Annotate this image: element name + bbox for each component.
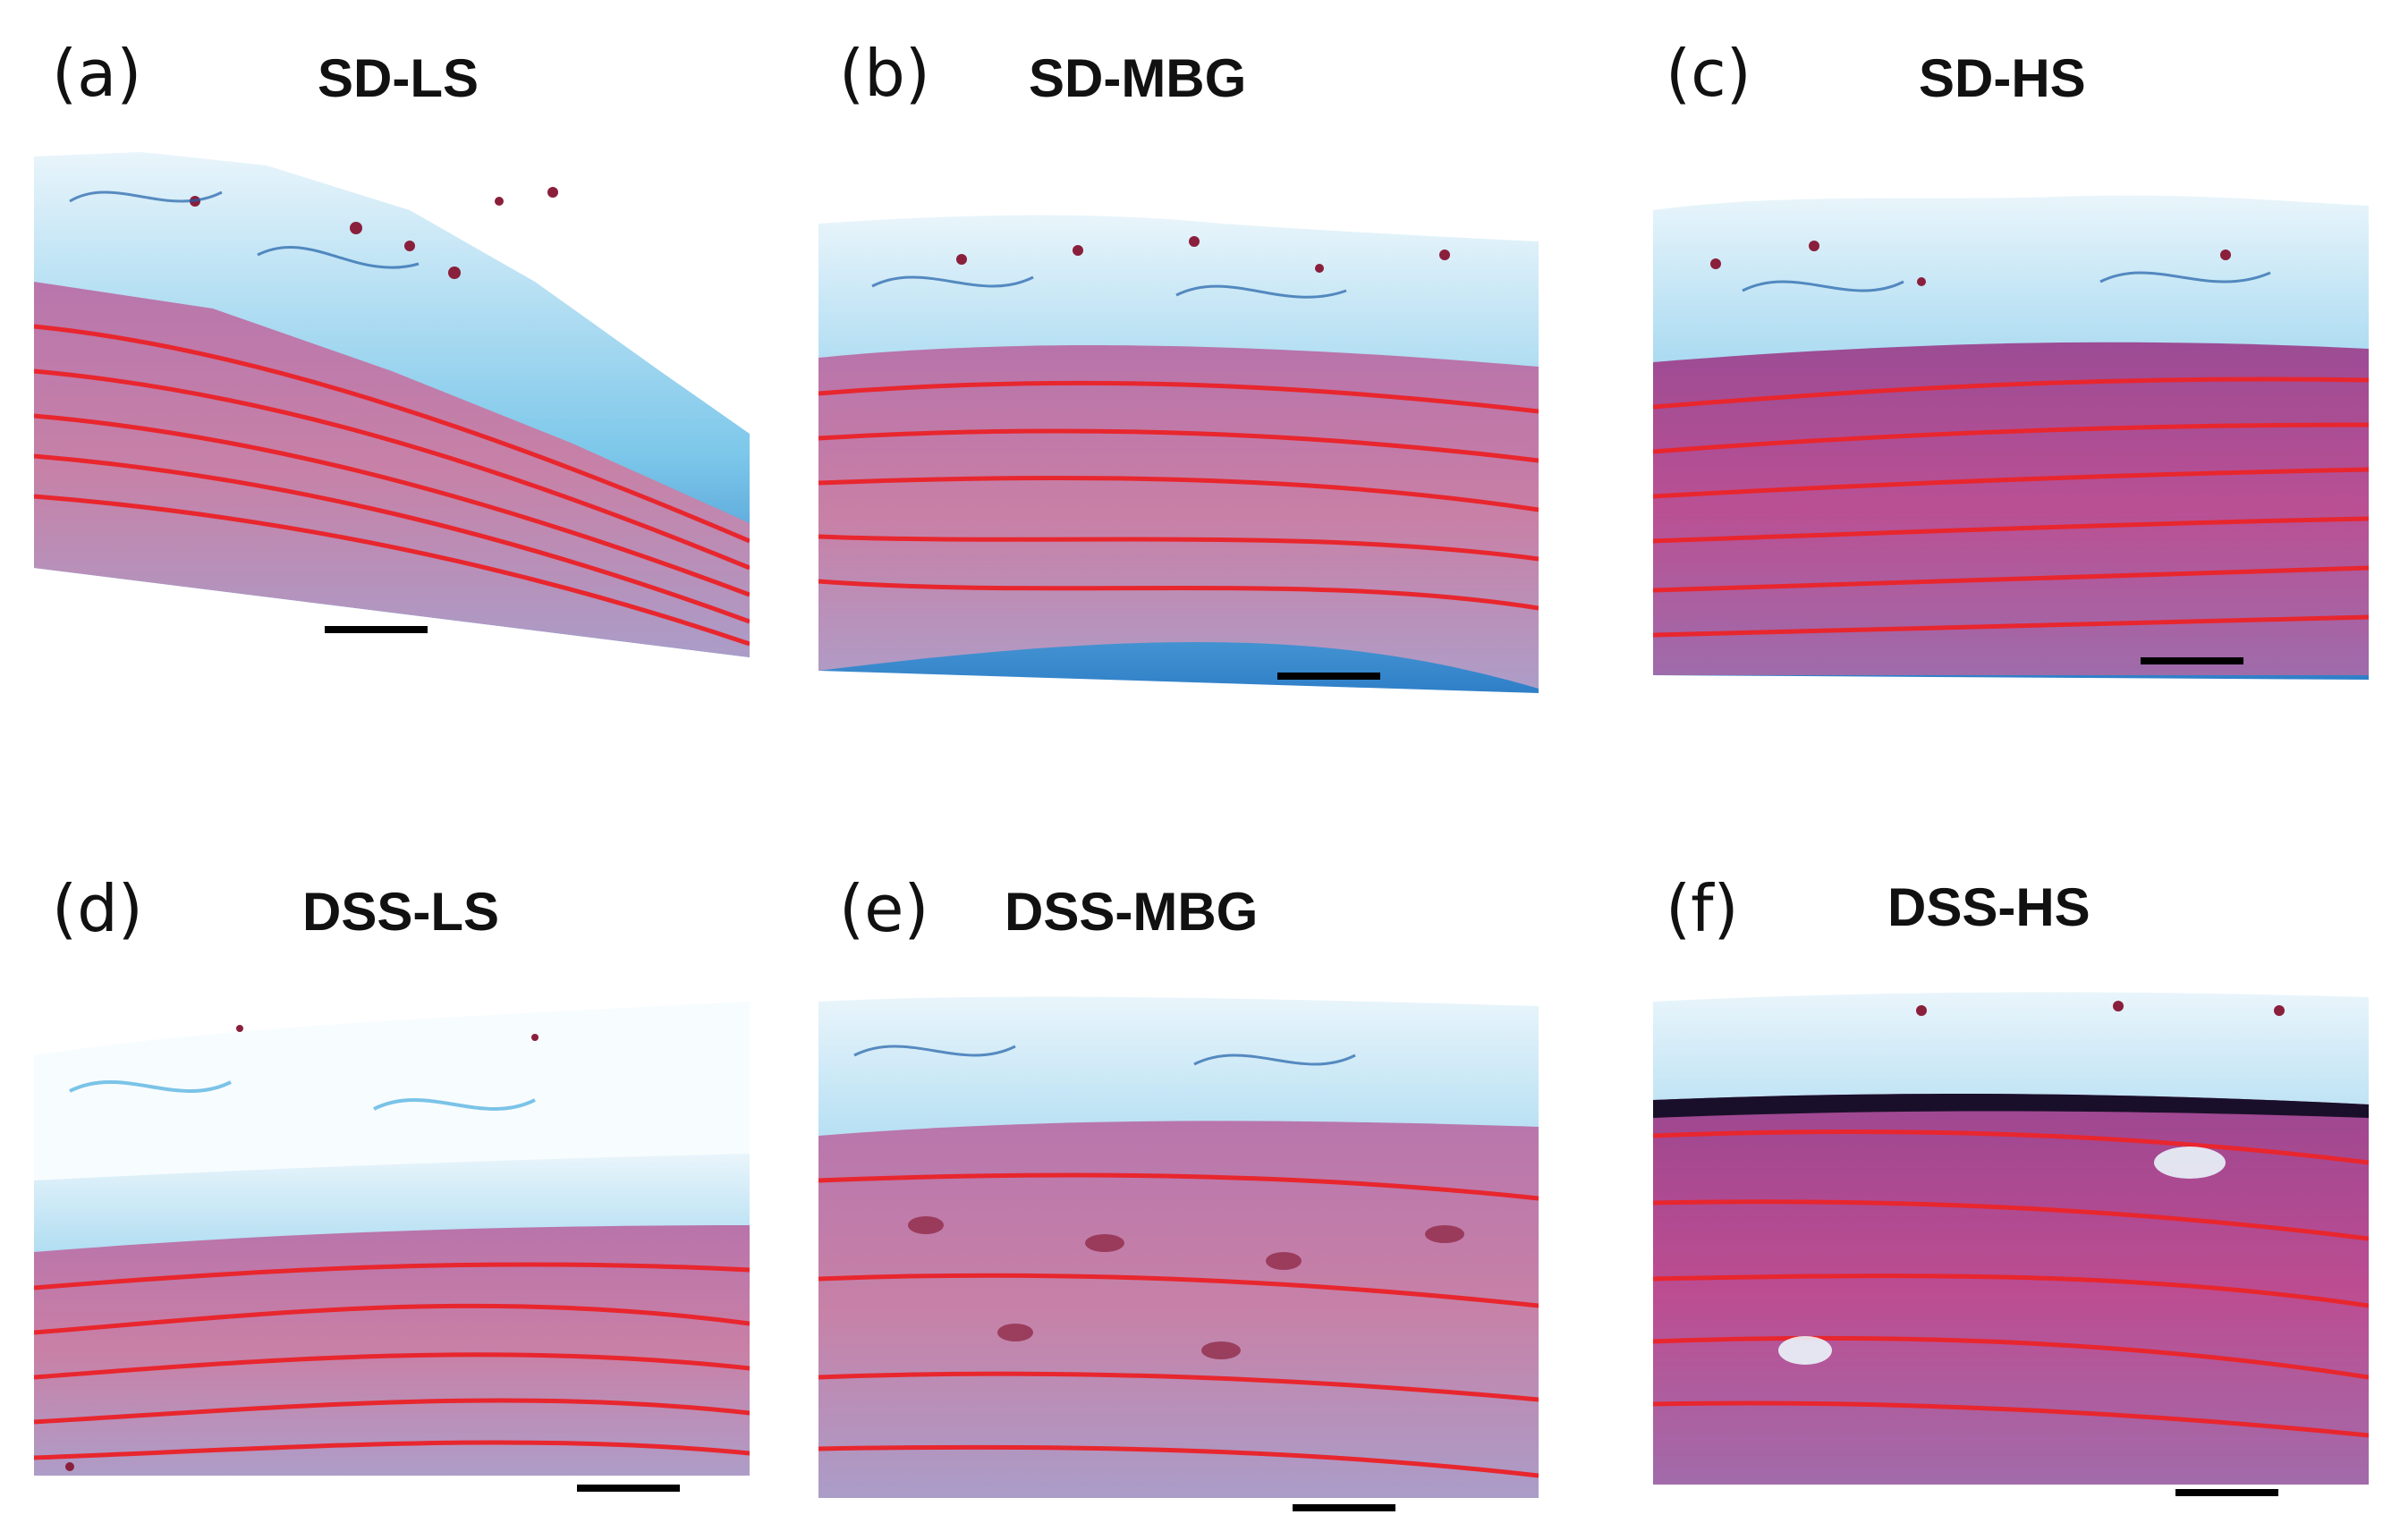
scale-bar	[1293, 1504, 1395, 1511]
scale-bar	[577, 1485, 680, 1492]
histology-image-dss-ls	[34, 1002, 750, 1476]
histology-image-sd-hs	[1653, 195, 2369, 680]
panel-letter: (e)	[839, 871, 929, 946]
histology-image-sd-ls	[34, 152, 750, 657]
histology-image-dss-mbg	[818, 996, 1539, 1498]
panel-title: DSS-HS	[1887, 877, 2090, 937]
panel-title: SD-HS	[1919, 48, 2086, 108]
panel-title: SD-MBG	[1029, 48, 1247, 108]
panel-letter: (a)	[52, 36, 142, 111]
panel-letter: (d)	[52, 871, 143, 946]
panel-title: DSS-LS	[302, 882, 500, 942]
histology-image-dss-hs	[1653, 992, 2369, 1485]
histology-image-sd-mbg	[818, 215, 1539, 693]
panel-title: SD-LS	[318, 48, 479, 108]
panel-letter: (b)	[839, 36, 930, 111]
panel-letter: (c)	[1666, 36, 1751, 111]
scale-bar	[2141, 657, 2243, 664]
scale-bar	[325, 626, 428, 633]
panel-letter: (f)	[1666, 871, 1739, 946]
scale-bar	[1277, 673, 1380, 680]
panel-title: DSS-MBG	[1005, 882, 1259, 942]
scale-bar	[2175, 1489, 2278, 1496]
